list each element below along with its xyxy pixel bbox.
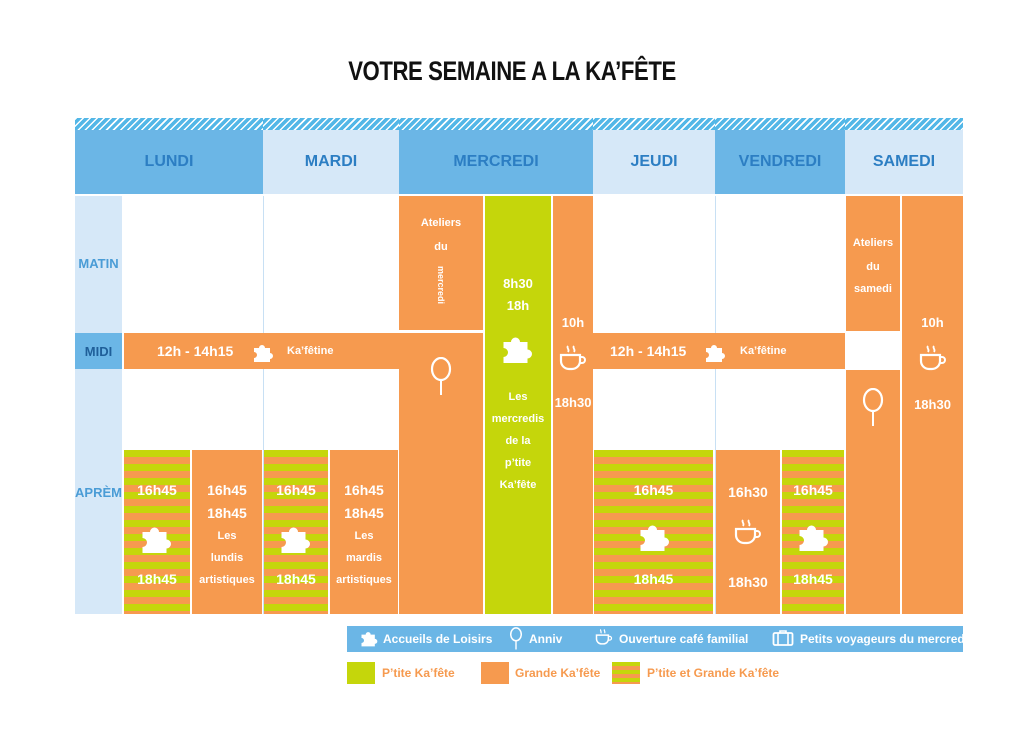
time-end: 18h45 xyxy=(633,571,674,587)
time-start: 16h45 xyxy=(793,482,833,498)
balloon-icon xyxy=(862,388,884,426)
header-hatch-jeudi xyxy=(593,118,715,130)
time-start: 16h45 xyxy=(633,482,674,498)
time-end: 18h45 xyxy=(276,571,316,587)
activity-label: Ateliers xyxy=(852,237,894,249)
day-header-samedi: SAMEDI xyxy=(845,130,963,194)
legend-ptite: P’tite Ka’fête xyxy=(382,666,455,680)
puzzle-icon xyxy=(254,345,273,362)
time-end: 18h xyxy=(506,298,530,313)
time-start: 16h30 xyxy=(728,484,768,500)
block-mercredi-cafe xyxy=(553,196,593,614)
activity-label: lundis xyxy=(210,552,244,564)
row-label-column xyxy=(75,196,122,614)
header-hatch-samedi xyxy=(845,118,963,130)
activity-label: du xyxy=(434,241,448,253)
coffee-cup-icon xyxy=(595,629,613,645)
time-start: 10h xyxy=(921,315,944,330)
legend-swatch-both xyxy=(612,662,640,684)
activity-label: du xyxy=(866,261,880,273)
midi-time: 12h - 14h15 xyxy=(157,343,234,359)
day-header-mercredi: MERCREDI xyxy=(399,130,593,194)
legend-swatch-grande xyxy=(481,662,509,684)
activity-label: mercredis xyxy=(491,413,545,425)
time-start: 16h45 xyxy=(137,482,177,498)
legend-accueils: Accueils de Loisirs xyxy=(383,632,493,646)
activity-label: samedi xyxy=(854,283,892,295)
midi-time: 12h - 14h15 xyxy=(610,343,687,359)
activity-label: Les xyxy=(354,530,374,542)
time-end: 18h45 xyxy=(793,571,833,587)
time-start: 16h45 xyxy=(344,482,384,498)
block-vendredi-cafe xyxy=(716,450,780,614)
row-label-midi: MIDI xyxy=(75,333,122,369)
header-hatch-mardi xyxy=(263,118,399,130)
activity-label: Ka’fête xyxy=(499,479,537,491)
puzzle-icon xyxy=(799,525,828,551)
block-samedi-cafe xyxy=(902,196,963,614)
suitcase-icon xyxy=(772,630,794,646)
activity-label: Les xyxy=(508,391,528,403)
puzzle-icon xyxy=(281,527,310,553)
time-end: 18h30 xyxy=(728,574,768,590)
activity-label: artistiques xyxy=(199,574,255,586)
puzzle-icon xyxy=(503,337,532,363)
row-label-matin: MATIN xyxy=(78,256,119,271)
time-start: 16h45 xyxy=(207,482,247,498)
puzzle-icon xyxy=(142,527,171,553)
block-mercredis-ptite xyxy=(485,196,551,614)
time-end: 18h45 xyxy=(137,571,177,587)
kafetine-label: Ka’fêtine xyxy=(740,345,787,357)
coffee-cup-icon xyxy=(734,519,761,545)
kafetine-label: Ka’fêtine xyxy=(287,345,334,357)
day-header-jeudi: JEUDI xyxy=(593,130,715,194)
balloon-icon xyxy=(430,357,452,395)
legend-both: P’tite et Grande Ka’fête xyxy=(647,666,780,680)
activity-label: mercredi xyxy=(436,265,446,305)
day-header-vendredi: VENDREDI xyxy=(715,130,845,194)
block-ateliers-samedi xyxy=(846,196,900,331)
separator xyxy=(715,196,716,614)
block-lundis-artistiques xyxy=(192,450,262,614)
activity-label: mardis xyxy=(345,552,383,564)
activity-label: Les xyxy=(217,530,237,542)
activity-label: p’tite xyxy=(504,457,532,469)
time-start: 10h xyxy=(561,315,585,330)
legend-voyageurs: Petits voyageurs du mercredi xyxy=(800,632,969,646)
time-end: 18h30 xyxy=(914,397,951,412)
time-end: 18h45 xyxy=(207,505,247,521)
header-hatch-mercredi xyxy=(399,118,593,130)
coffee-cup-icon xyxy=(919,345,946,371)
puzzle-icon xyxy=(361,632,378,647)
time-end: 18h45 xyxy=(344,505,384,521)
activity-label: artistiques xyxy=(336,574,392,586)
header-hatch-vendredi xyxy=(715,118,845,130)
day-header-lundi: LUNDI xyxy=(75,130,263,194)
separator xyxy=(263,196,264,614)
time-start: 8h30 xyxy=(503,276,533,291)
legend-anniv: Anniv xyxy=(529,632,563,646)
header-hatch-lundi xyxy=(75,118,263,130)
balloon-icon xyxy=(509,627,523,650)
legend-cafe: Ouverture café familial xyxy=(619,632,749,646)
block-ateliers-mercredi xyxy=(399,196,483,330)
activity-label: de la xyxy=(505,435,531,447)
legend-grande: Grande Ka’fête xyxy=(515,666,601,680)
page-title: VOTRE SEMAINE A LA KA’FÊTE xyxy=(348,56,676,86)
legend-swatch-ptite xyxy=(347,662,375,684)
activity-label: Ateliers xyxy=(420,217,462,229)
time-end: 18h30 xyxy=(554,395,592,410)
row-label-apres: APRÈM xyxy=(75,484,122,500)
block-mardis-artistiques xyxy=(330,450,398,614)
puzzle-icon xyxy=(640,525,669,551)
day-header-mardi: MARDI xyxy=(263,130,399,194)
coffee-cup-icon xyxy=(559,345,586,371)
legend-icons-bar xyxy=(347,626,963,652)
puzzle-icon xyxy=(706,345,725,362)
time-start: 16h45 xyxy=(276,482,316,498)
